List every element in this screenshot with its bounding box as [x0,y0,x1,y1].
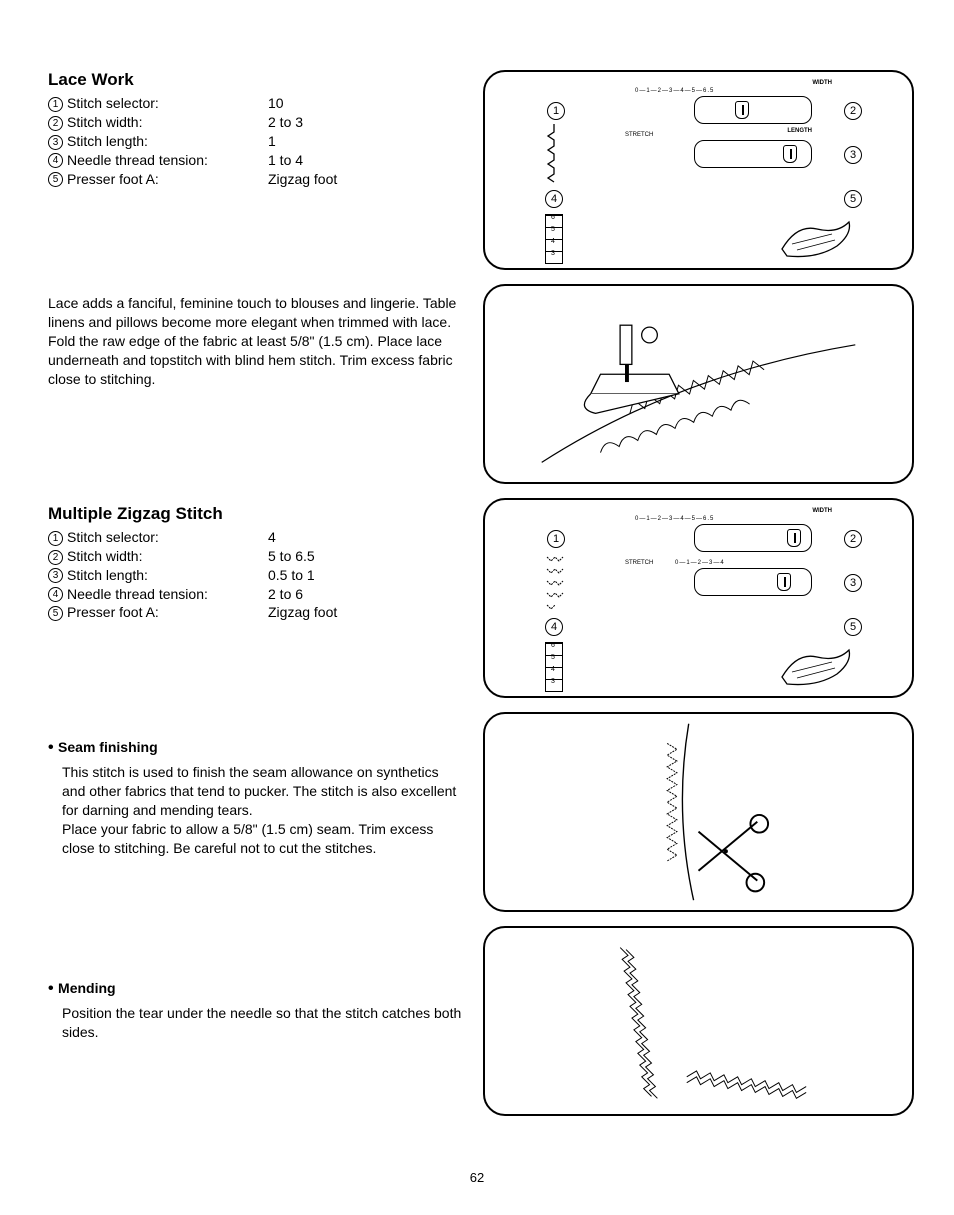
length-dial-icon [694,140,812,168]
setting-value: 10 [268,94,463,113]
length-dial-icon [694,568,812,596]
setting-value: 2 to 3 [268,113,463,132]
setting-value: 4 [268,528,463,547]
marker-1-icon: 1 [547,530,565,548]
mending-heading: Mending [58,980,116,996]
seam-finishing-heading: Seam finishing [58,739,158,755]
lace-work-heading: Lace Work [48,70,463,90]
setting-value: Zigzag foot [268,603,463,622]
marker-5-icon: 5 [844,190,862,208]
width-ticks: 0—1—2—3—4—5—6.5 [635,88,714,94]
setting-label: Stitch selector: [67,529,159,545]
lace-work-settings: 1 Stitch selector: 10 2 Stitch width: 2 to 3… [48,94,463,188]
marker-1-icon: 1 [547,102,565,120]
setting-label: Stitch length: [67,133,148,149]
mending-body: Position the tear under the needle so th… [48,1004,463,1042]
zigzag-settings-panel: 1 4 6 5 4 3 WIDTH 0—1—2—3—4—5—6.5 2 STRE… [483,498,914,698]
stretch-label: STRETCH [625,132,653,138]
width-ticks: 0—1—2—3—4—5—6.5 [635,516,714,522]
setting-num-icon: 3 [48,568,63,583]
marker-2-icon: 2 [844,530,862,548]
multi-zigzag-settings: 1 Stitch selector: 4 2 Stitch width: 5 to 6.… [48,528,463,622]
length-ticks: 0—1—2—3—4 [675,560,725,566]
width-label: WIDTH [812,80,832,86]
setting-value: 5 to 6.5 [268,547,463,566]
setting-label: Stitch width: [67,114,142,130]
tension-gauge-icon: 6 5 4 3 [545,214,563,264]
setting-value: 1 to 4 [268,151,463,170]
mending-block: • Mending Position the tear under the ne… [48,980,463,1042]
setting-value: Zigzag foot [268,170,463,189]
setting-label: Presser foot A: [67,171,159,187]
mending-panel [483,926,914,1116]
width-dial-icon [694,96,812,124]
marker-2-icon: 2 [844,102,862,120]
stretch-label: STRETCH [625,560,653,566]
lace-stitch-sample-icon [545,124,563,184]
setting-label: Needle thread tension: [67,586,208,602]
seam-finishing-body: This stitch is used to finish the seam a… [48,763,463,857]
lace-settings-panel: 1 4 6 5 4 3 WIDTH 0—1—2—3—4—5—6.5 2 STRE… [483,70,914,270]
marker-4-icon: 4 [545,618,563,636]
setting-num-icon: 1 [48,531,63,546]
page-number: 62 [0,1170,954,1185]
mending-stitch-icon [485,928,912,1114]
setting-label: Stitch width: [67,548,142,564]
presser-foot-icon [777,214,857,264]
setting-num-icon: 2 [48,116,63,131]
setting-label: Stitch selector: [67,95,159,111]
tension-gauge-icon: 6 5 4 3 [545,642,563,692]
setting-num-icon: 2 [48,550,63,565]
seam-finishing-block: • Seam finishing This stitch is used to … [48,739,463,857]
setting-num-icon: 5 [48,606,63,621]
marker-4-icon: 4 [545,190,563,208]
marker-3-icon: 3 [844,574,862,592]
setting-num-icon: 5 [48,172,63,187]
seam-finishing-panel [483,712,914,912]
marker-3-icon: 3 [844,146,862,164]
seam-scissors-icon [485,714,912,910]
setting-label: Stitch length: [67,567,148,583]
setting-value: 2 to 6 [268,585,463,604]
setting-num-icon: 4 [48,587,63,602]
setting-value: 0.5 to 1 [268,566,463,585]
setting-num-icon: 4 [48,153,63,168]
marker-5-icon: 5 [844,618,862,636]
presser-foot-icon [777,642,857,692]
setting-num-icon: 1 [48,97,63,112]
multi-zigzag-heading: Multiple Zigzag Stitch [48,504,463,524]
lace-sewing-panel [483,284,914,484]
lace-work-body: Lace adds a fanciful, feminine touch to … [48,294,463,388]
multi-zigzag-sample-icon [543,555,565,610]
setting-label: Needle thread tension: [67,152,208,168]
width-label: WIDTH [812,508,832,514]
length-label: LENGTH [787,128,812,134]
setting-num-icon: 3 [48,135,63,150]
lace-sewing-icon [485,286,912,482]
setting-label: Presser foot A: [67,604,159,620]
width-dial-icon [694,524,812,552]
setting-value: 1 [268,132,463,151]
